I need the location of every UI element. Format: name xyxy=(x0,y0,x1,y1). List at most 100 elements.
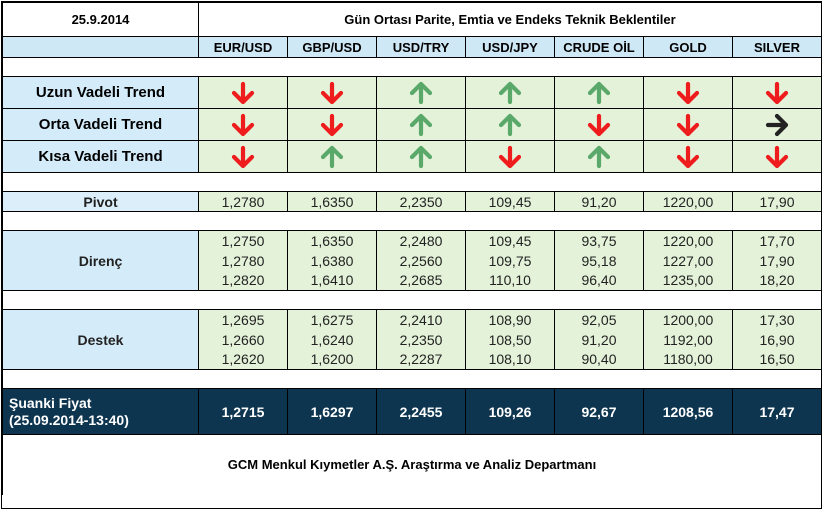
trend-cell xyxy=(554,76,644,109)
trend-cell xyxy=(643,108,733,141)
support-value: 16,90 xyxy=(732,329,822,350)
trend-cell xyxy=(732,140,822,173)
resistance-value: 17,90 xyxy=(732,250,822,271)
trend-cell xyxy=(465,76,555,109)
column-header: USD/JPY xyxy=(465,36,555,58)
report-date: 25.9.2014 xyxy=(2,2,199,37)
arrow-up-icon xyxy=(409,81,433,104)
trend-cell xyxy=(465,140,555,173)
support-value: 2,2350 xyxy=(376,329,466,350)
column-header: GOLD xyxy=(643,36,733,58)
footer-text: GCM Menkul Kıymetler A.Ş. Araştırma ve A… xyxy=(2,434,822,495)
trend-cell xyxy=(287,108,377,141)
pivot-value: 2,2350 xyxy=(376,191,466,212)
trend-cell xyxy=(198,140,288,173)
support-row: Destek 1,2695 1,6275 2,2410 108,90 92,05 1200,… xyxy=(2,309,822,370)
trend-cell xyxy=(287,76,377,109)
arrow-down-icon xyxy=(320,81,344,104)
arrow-up-icon xyxy=(320,145,344,168)
trend-cell xyxy=(643,76,733,109)
arrow-down-icon xyxy=(231,113,255,136)
resistance-value: 17,70 xyxy=(732,230,822,251)
support-value: 1200,00 xyxy=(643,309,733,330)
resistance-row: 1,2820 1,6410 2,2685 110,10 96,40 1235,00 18,2… xyxy=(3,270,822,291)
current-price-value: 109,26 xyxy=(465,388,555,435)
arrow-down-icon xyxy=(765,145,789,168)
support-value: 17,30 xyxy=(732,309,822,330)
current-price-timestamp: (25.09.2014-13:40) xyxy=(9,411,129,428)
trend-row: Kısa Vadeli Trend xyxy=(2,140,822,173)
trend-cell xyxy=(198,108,288,141)
arrow-down-icon xyxy=(231,145,255,168)
trend-cell xyxy=(287,140,377,173)
resistance-value: 18,20 xyxy=(732,270,822,291)
resistance-section: Direnç 1,2750 1,6350 2,2480 109,45 93,75 1220,… xyxy=(2,230,822,291)
pivot-label: Pivot xyxy=(2,191,199,212)
pivot-value: 91,20 xyxy=(554,191,644,212)
pivot-value: 1220,00 xyxy=(643,191,733,212)
trend-label: Orta Vadeli Trend xyxy=(2,108,199,141)
resistance-value: 1220,00 xyxy=(643,230,733,251)
arrow-down-icon xyxy=(676,113,700,136)
support-value: 108,50 xyxy=(465,329,555,350)
current-price-label: Şuanki Fiyat (25.09.2014-13:40) xyxy=(2,388,199,435)
spacer-row xyxy=(2,290,822,310)
current-price-value: 1,2715 xyxy=(198,388,288,435)
support-value: 2,2287 xyxy=(376,349,466,370)
support-row: 1,2620 1,6200 2,2287 108,10 90,40 1180,00 16,5… xyxy=(3,349,822,370)
trend-cell xyxy=(465,108,555,141)
arrow-up-icon xyxy=(587,81,611,104)
arrow-down-icon xyxy=(587,113,611,136)
arrow-down-icon xyxy=(676,81,700,104)
current-price-value: 92,67 xyxy=(554,388,644,435)
resistance-value: 1227,00 xyxy=(643,250,733,271)
arrow-down-icon xyxy=(231,81,255,104)
resistance-value: 96,40 xyxy=(554,270,644,291)
support-value: 108,10 xyxy=(465,349,555,370)
support-value: 1,6275 xyxy=(287,309,377,330)
trend-row: Uzun Vadeli Trend xyxy=(2,76,822,109)
arrow-up-icon xyxy=(498,81,522,104)
support-label: Destek xyxy=(2,309,199,370)
current-price-value: 2,2455 xyxy=(376,388,466,435)
spacer-row xyxy=(2,172,822,192)
support-value: 108,90 xyxy=(465,309,555,330)
resistance-value: 1,2780 xyxy=(198,250,288,271)
trend-cell xyxy=(554,108,644,141)
pivot-value: 109,45 xyxy=(465,191,555,212)
expectations-table: 25.9.2014 Gün Ortası Parite, Emtia ve En… xyxy=(2,2,822,495)
resistance-row: Direnç 1,2750 1,6350 2,2480 109,45 93,75 1220,… xyxy=(2,230,822,291)
column-header: GBP/USD xyxy=(287,36,377,58)
support-value: 16,50 xyxy=(732,349,822,370)
trend-row: Orta Vadeli Trend xyxy=(2,108,822,141)
resistance-value: 2,2480 xyxy=(376,230,466,251)
footer-row: GCM Menkul Kıymetler A.Ş. Araştırma ve A… xyxy=(2,434,822,495)
column-header: CRUDE OİL xyxy=(554,36,644,58)
trend-label: Uzun Vadeli Trend xyxy=(2,76,199,109)
resistance-value: 109,45 xyxy=(465,230,555,251)
arrow-up-icon xyxy=(498,113,522,136)
resistance-value: 1,2750 xyxy=(198,230,288,251)
current-price-title: Şuanki Fiyat xyxy=(9,394,92,411)
resistance-value: 109,75 xyxy=(465,250,555,271)
resistance-value: 1,6350 xyxy=(287,230,377,251)
resistance-row: 1,2780 1,6380 2,2560 109,75 95,18 1227,00 17,9… xyxy=(3,250,822,271)
resistance-value: 1,2820 xyxy=(198,270,288,291)
support-value: 90,40 xyxy=(554,349,644,370)
arrow-up-icon xyxy=(409,145,433,168)
trend-cell xyxy=(732,76,822,109)
column-header: USD/TRY xyxy=(376,36,466,58)
resistance-value: 2,2685 xyxy=(376,270,466,291)
arrow-down-icon xyxy=(498,145,522,168)
pivot-value: 17,90 xyxy=(732,191,822,212)
support-value: 1,6200 xyxy=(287,349,377,370)
pivot-value: 1,2780 xyxy=(198,191,288,212)
trend-cell xyxy=(732,108,822,141)
support-value: 1,2660 xyxy=(198,329,288,350)
support-value: 2,2410 xyxy=(376,309,466,330)
trend-cell xyxy=(198,76,288,109)
spacer-row xyxy=(2,211,822,231)
trend-cell xyxy=(643,140,733,173)
arrow-down-icon xyxy=(765,81,789,104)
